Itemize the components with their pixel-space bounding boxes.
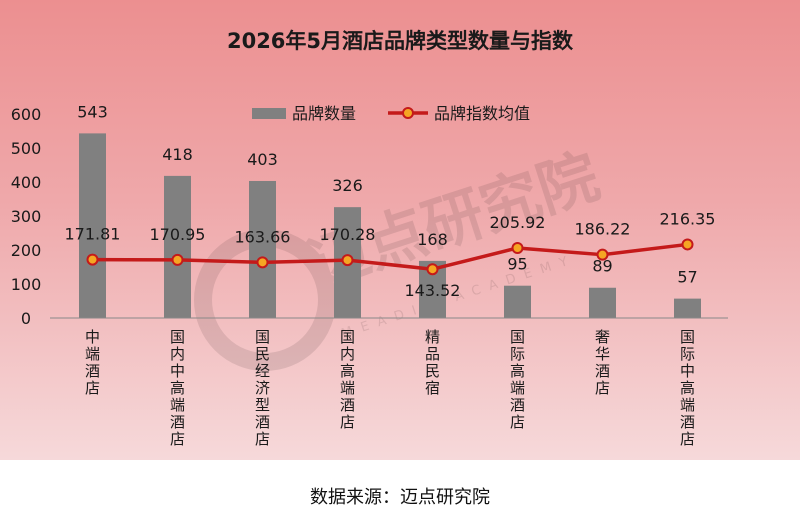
bar-series <box>79 133 701 318</box>
bar-value-label: 418 <box>162 145 193 164</box>
bar-value-labels: 543 418 403 326 168 95 89 57 <box>77 102 697 286</box>
bar-value-label: 89 <box>592 257 612 276</box>
chart-title: 2026年5月酒店品牌类型数量与指数 <box>227 29 574 53</box>
line-point <box>596 248 609 261</box>
bar <box>249 180 276 318</box>
x-tick-label: 国际高端酒店 <box>510 328 525 431</box>
y-tick-label: 0 <box>21 309 31 328</box>
x-tick-label: 国内中高端酒店 <box>170 328 185 448</box>
bar-value-label: 403 <box>247 150 278 169</box>
y-tick-label: 100 <box>11 275 42 294</box>
line-value-label: 163.66 <box>235 227 291 246</box>
y-tick-label: 300 <box>11 207 42 226</box>
chart: 迈点研究院 MEADIN ACADEMY 2026年5月酒店品牌类型数量与指数 … <box>11 29 728 448</box>
bar-value-label: 95 <box>507 255 527 274</box>
legend: 品牌数量 品牌指数均值 <box>252 104 530 123</box>
x-tick-label: 国民经济型酒店 <box>255 328 270 448</box>
line-point <box>511 241 524 254</box>
line-point <box>681 238 694 251</box>
legend-label-line: 品牌指数均值 <box>434 104 530 123</box>
y-tick-label: 200 <box>11 241 42 260</box>
series-line <box>92 242 688 271</box>
bar-value-label: 57 <box>677 268 697 287</box>
x-tick-label: 国际中高端酒店 <box>680 328 695 448</box>
y-axis: 0 100 200 300 400 500 600 <box>11 105 42 328</box>
line-series <box>86 238 694 276</box>
x-tick-label: 中端酒店 <box>85 328 100 397</box>
bar <box>164 175 191 318</box>
bar-value-label: 326 <box>332 176 363 195</box>
legend-swatch-marker <box>402 107 414 119</box>
line-point <box>86 253 99 266</box>
y-tick-label: 400 <box>11 173 42 192</box>
y-tick-label: 600 <box>11 105 42 124</box>
bar-value-label: 168 <box>417 230 448 249</box>
bar <box>674 298 701 318</box>
x-tick-label: 精品民宿 <box>425 328 440 397</box>
line-value-label: 170.28 <box>320 225 376 244</box>
x-tick-label: 奢华酒店 <box>595 328 610 397</box>
line-value-label: 205.92 <box>490 213 546 232</box>
y-tick-label: 500 <box>11 139 42 158</box>
line-point <box>341 254 354 267</box>
x-tick-label: 国内高端酒店 <box>340 328 355 431</box>
source-note: 数据来源：迈点研究院 <box>310 487 490 508</box>
x-axis-labels: 中端酒店 国内中高端酒店 国民经济型酒店 国内高端酒店 精品民宿 国际高端酒店 奢华酒店 国际… <box>85 328 695 448</box>
line-value-label: 186.22 <box>575 220 631 239</box>
legend-swatch-bars <box>252 108 286 119</box>
line-value-label: 216.35 <box>660 209 716 228</box>
line-value-labels: 171.81 170.95 163.66 170.28 143.52 205.92 186.… <box>65 209 716 300</box>
line-value-label: 171.81 <box>65 225 121 244</box>
legend-label-bars: 品牌数量 <box>292 104 356 123</box>
bar <box>589 287 616 318</box>
line-point <box>256 256 269 269</box>
line-value-label: 170.95 <box>150 225 206 244</box>
bar <box>504 285 531 318</box>
line-value-label: 143.52 <box>405 281 461 300</box>
bar <box>79 133 106 318</box>
chart-background: 迈点研究院 MEADIN ACADEMY 2026年5月酒店品牌类型数量与指数 … <box>0 0 800 460</box>
line-point <box>171 253 184 266</box>
line-point <box>426 263 439 276</box>
bar-value-label: 543 <box>77 102 108 121</box>
